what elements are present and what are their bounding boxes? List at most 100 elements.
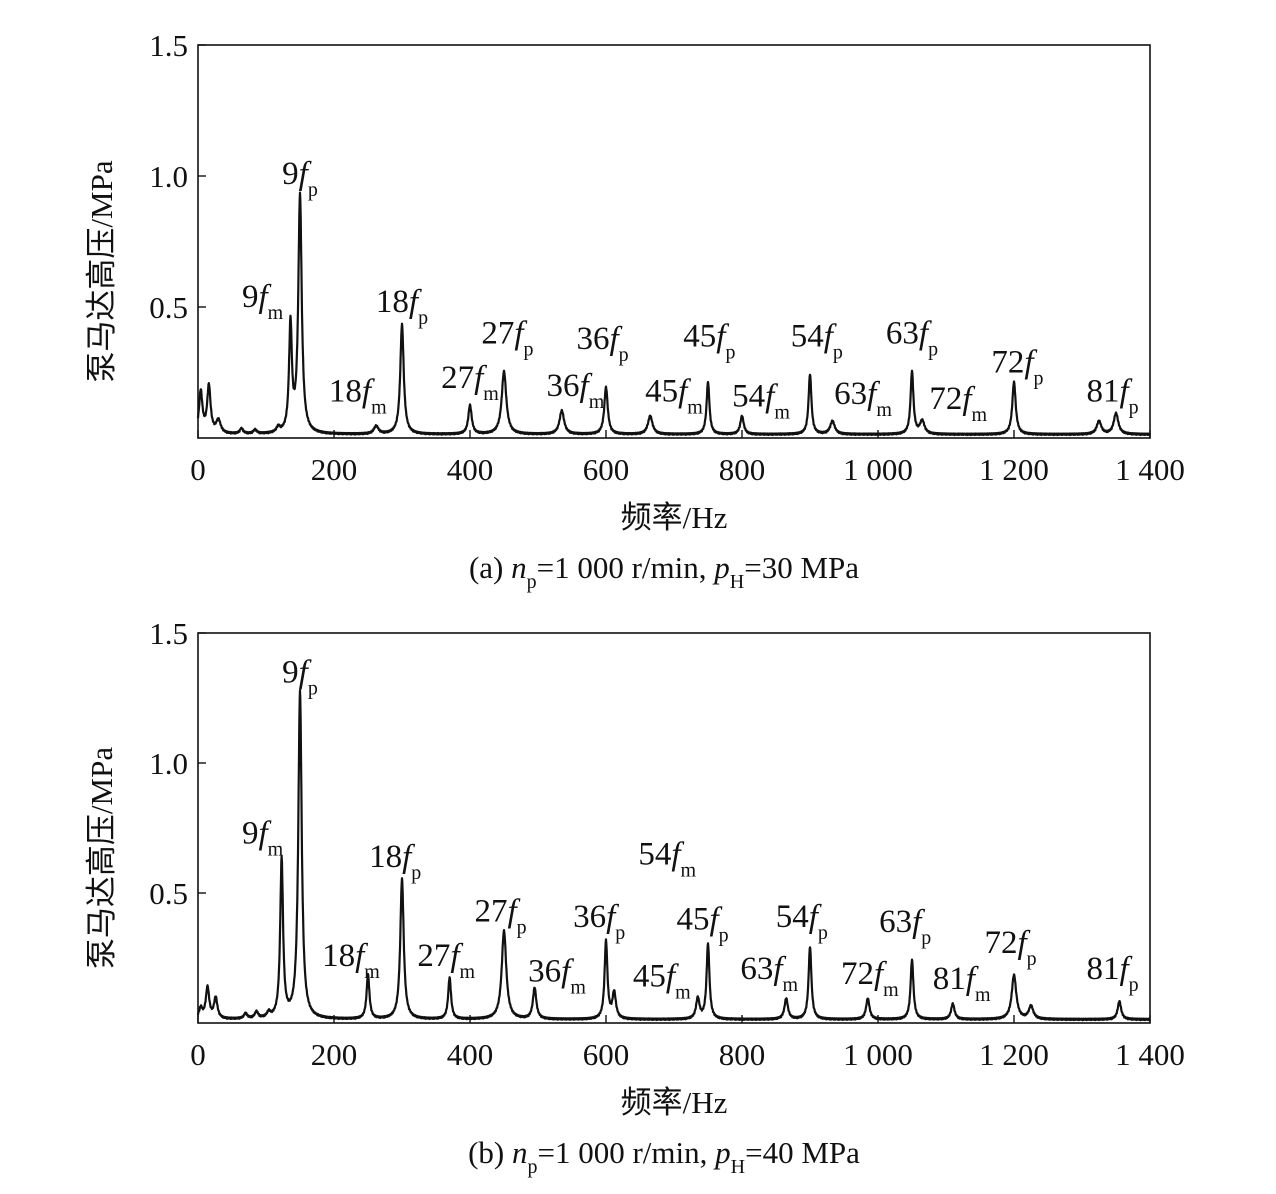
spectrum-line bbox=[196, 689, 1151, 1022]
y-tick-label: 1.0 bbox=[149, 159, 188, 194]
peak-label-81fp: 81fp bbox=[1087, 373, 1139, 418]
x-tick-label: 200 bbox=[311, 452, 358, 487]
peak-label-coef: 45 bbox=[633, 959, 666, 995]
peak-label-coef: 45 bbox=[676, 901, 709, 937]
peak-label-36fm: 36fm bbox=[547, 368, 605, 413]
peak-label-sub: p bbox=[418, 307, 428, 329]
peak-label-27fm: 27fm bbox=[417, 938, 475, 983]
y-tick-label: 0.5 bbox=[149, 290, 188, 325]
peak-label-sub: m bbox=[774, 402, 790, 424]
caption-part: =1 000 r/min, bbox=[538, 1135, 716, 1170]
peak-label-coef: 72 bbox=[929, 381, 962, 417]
peak-label-coef: 36 bbox=[573, 899, 606, 935]
peak-label-sub: p bbox=[1033, 368, 1043, 390]
peak-label-sub: m bbox=[675, 982, 691, 1004]
x-tick-label: 0 bbox=[190, 1037, 206, 1072]
y-tick-label: 1.5 bbox=[149, 616, 188, 651]
peak-label-coef: 27 bbox=[481, 316, 514, 352]
peak-label-sub: m bbox=[589, 391, 605, 413]
caption-part: (b) bbox=[468, 1135, 512, 1170]
peak-label-sub: p bbox=[1027, 948, 1037, 970]
peak-label-36fm: 36fm bbox=[528, 953, 586, 998]
peak-label-sub: m bbox=[483, 383, 499, 405]
peak-label-36fp: 36fp bbox=[573, 899, 625, 944]
peak-label-72fp: 72fp bbox=[985, 925, 1037, 970]
y-tick-label: 1.5 bbox=[149, 28, 188, 63]
peak-label-sub: m bbox=[268, 839, 284, 861]
peak-label-45fm: 45fm bbox=[633, 959, 691, 1004]
x-tick-label: 1 000 bbox=[843, 1037, 913, 1072]
peak-label-coef: 9 bbox=[282, 156, 299, 192]
peak-label-sub: m bbox=[975, 984, 991, 1006]
peak-label-36fp: 36fp bbox=[577, 321, 629, 366]
peak-label-63fp: 63fp bbox=[886, 316, 938, 361]
peak-label-9fp: 9fp bbox=[282, 156, 318, 201]
peak-label-sub: m bbox=[681, 859, 697, 881]
peak-label-sub: m bbox=[972, 404, 988, 426]
peak-label-coef: 18 bbox=[376, 284, 409, 320]
caption-part: p bbox=[528, 1156, 538, 1178]
peak-label-sub: m bbox=[783, 974, 799, 996]
peak-label-sub: p bbox=[1129, 974, 1139, 996]
peak-label-coef: 9 bbox=[242, 816, 259, 852]
peak-label-coef: 54 bbox=[638, 836, 671, 872]
caption-part: n bbox=[511, 550, 527, 585]
peak-label-coef: 81 bbox=[933, 961, 966, 997]
peak-label-72fm: 72fm bbox=[841, 956, 899, 1001]
peak-label-coef: 36 bbox=[528, 953, 561, 989]
x-tick-label: 1 400 bbox=[1115, 452, 1185, 487]
peak-label-sub: p bbox=[308, 677, 318, 699]
peak-label-sub: m bbox=[371, 396, 387, 418]
peak-label-coef: 72 bbox=[991, 345, 1024, 381]
peak-label-45fp: 45fp bbox=[683, 318, 735, 363]
peak-label-81fm: 81fm bbox=[933, 961, 991, 1006]
peak-label-sub: m bbox=[570, 976, 586, 998]
caption-part: H bbox=[731, 1156, 745, 1178]
x-tick-label: 400 bbox=[447, 1037, 494, 1072]
peak-label-coef: 45 bbox=[683, 318, 716, 354]
peak-label-81fp: 81fp bbox=[1087, 951, 1139, 996]
peak-label-sub: p bbox=[921, 927, 931, 949]
y-tick-label: 1.0 bbox=[149, 746, 188, 781]
peak-label-coef: 18 bbox=[322, 938, 355, 974]
peak-label-27fp: 27fp bbox=[475, 894, 527, 939]
x-axis-title: 频率/Hz bbox=[621, 1085, 728, 1120]
chart-panel-a: 0 200 400 600 800 1 000 1 200 1 400 0.5 1.0 1.5 频率/… bbox=[84, 28, 1185, 593]
peak-label-63fm: 63fm bbox=[834, 376, 892, 421]
peak-label-sub: p bbox=[308, 179, 318, 201]
caption-part: =1 000 r/min, bbox=[537, 550, 715, 585]
peak-label-coef: 63 bbox=[886, 316, 919, 352]
x-tick-label: 1 200 bbox=[979, 452, 1049, 487]
peak-label-54fp: 54fp bbox=[791, 318, 843, 363]
peak-label-coef: 81 bbox=[1087, 373, 1120, 409]
peak-label-sub: p bbox=[411, 862, 421, 884]
peak-label-sub: p bbox=[615, 922, 625, 944]
x-tick-label: 600 bbox=[583, 1037, 630, 1072]
peak-label-9fm: 9fm bbox=[242, 816, 284, 861]
peak-label-27fp: 27fp bbox=[481, 316, 533, 361]
peak-label-coef: 27 bbox=[475, 894, 508, 930]
peak-label-sub: p bbox=[619, 344, 629, 366]
chart-panel-b: 0 200 400 600 800 1 000 1 200 1 400 0.5 1.0 1.5 频率/… bbox=[84, 616, 1185, 1178]
spectrum-line bbox=[196, 191, 1151, 437]
x-tick-label: 400 bbox=[447, 452, 494, 487]
peak-label-coef: 54 bbox=[776, 899, 809, 935]
peak-label-63fm: 63fm bbox=[740, 951, 798, 996]
x-tick-label: 1 200 bbox=[979, 1037, 1049, 1072]
caption-part: =30 MPa bbox=[744, 550, 859, 585]
x-tick-label: 200 bbox=[311, 1037, 358, 1072]
peak-label-coef: 36 bbox=[577, 321, 610, 357]
peak-label-sub: p bbox=[719, 924, 729, 946]
peak-label-sub: p bbox=[517, 917, 527, 939]
peak-label-coef: 36 bbox=[547, 368, 580, 404]
peak-label-coef: 54 bbox=[791, 318, 824, 354]
peak-label-coef: 63 bbox=[834, 376, 867, 412]
peak-label-63fp: 63fp bbox=[879, 904, 931, 949]
peak-label-27fm: 27fm bbox=[441, 360, 499, 405]
caption-part: H bbox=[730, 571, 744, 593]
peak-label-72fp: 72fp bbox=[991, 345, 1043, 390]
caption-part: p bbox=[712, 550, 730, 585]
x-tick-label: 600 bbox=[583, 452, 630, 487]
peak-label-coef: 63 bbox=[740, 951, 773, 987]
plot-frame bbox=[197, 632, 1151, 1024]
